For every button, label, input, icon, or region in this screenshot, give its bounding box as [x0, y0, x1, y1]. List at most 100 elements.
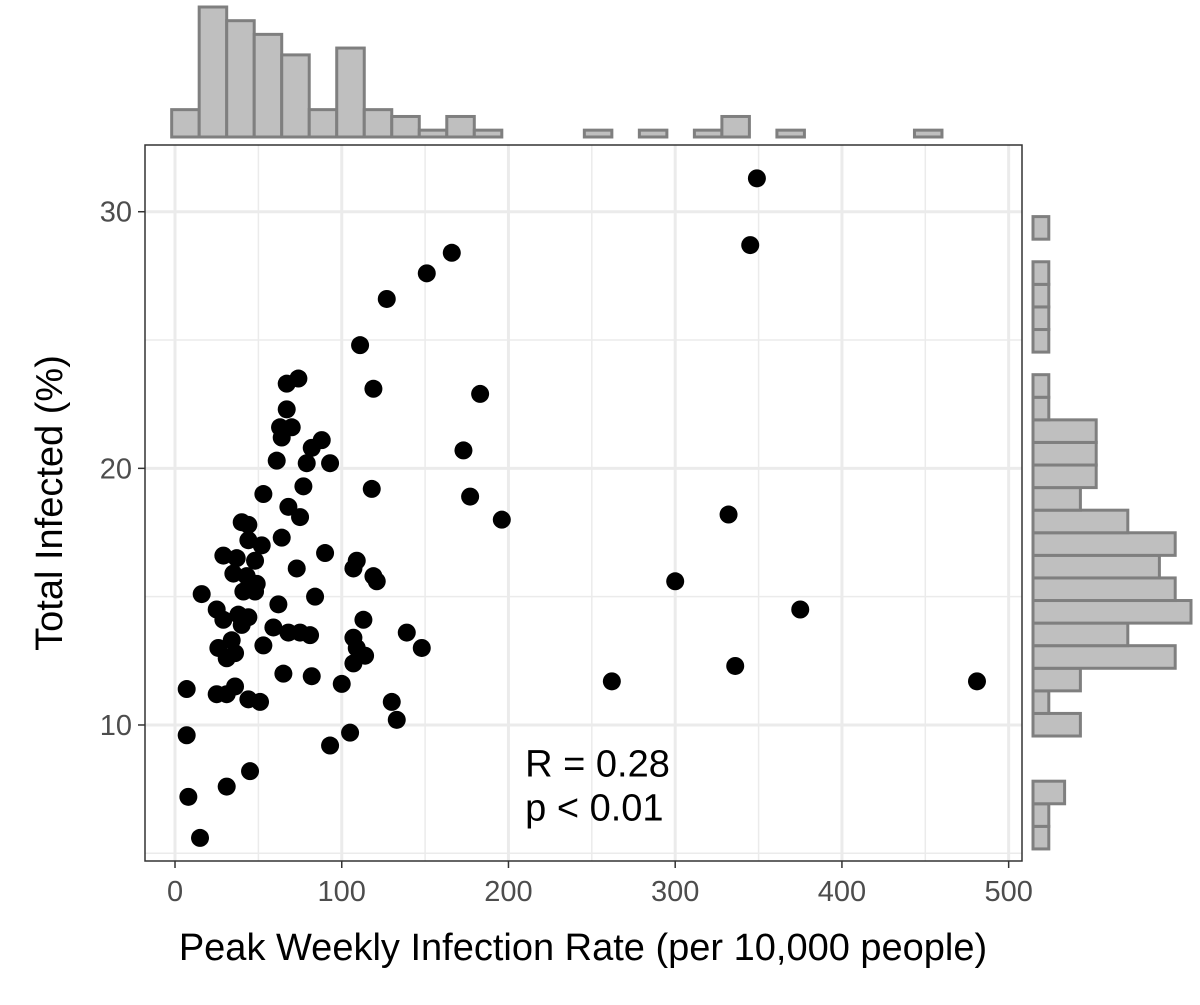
data-point	[321, 454, 340, 473]
right-marginal-histogram	[1031, 215, 1193, 851]
x-tick-label: 100	[318, 876, 366, 908]
data-point	[791, 600, 810, 619]
top-hist-bar	[720, 114, 751, 139]
data-point	[397, 623, 416, 642]
top-hist-bar	[417, 128, 449, 139]
top-hist-bar	[912, 128, 944, 139]
right-hist-bar	[1031, 463, 1098, 490]
top-hist-bar	[170, 108, 201, 139]
data-point	[214, 546, 233, 565]
data-point	[267, 451, 286, 470]
right-hist-bar	[1031, 802, 1051, 828]
data-point	[246, 582, 265, 601]
data-point	[719, 505, 738, 524]
top-hist-bar	[637, 128, 669, 139]
right-hist-bar	[1031, 644, 1177, 670]
data-point	[294, 477, 313, 496]
x-tick-label: 500	[984, 876, 1032, 908]
y-axis-title: Total Infected (%)	[29, 355, 71, 651]
data-point	[417, 264, 436, 283]
data-point	[246, 551, 265, 570]
data-point	[217, 685, 236, 704]
y-tick-label: 10	[100, 710, 132, 742]
top-hist-bar	[390, 114, 421, 139]
data-point	[666, 572, 685, 591]
correlation-annotation: R = 0.28p < 0.01	[525, 743, 670, 829]
right-hist-bar	[1031, 440, 1098, 467]
axis-ticks: 0 100 200 300 400 500 10 20 30	[100, 197, 1033, 908]
gridlines	[145, 145, 1022, 861]
data-point	[277, 374, 296, 393]
annotation-p-value: p < 0.01	[525, 787, 663, 829]
data-point	[341, 723, 360, 742]
top-hist-bar	[692, 128, 724, 139]
data-point	[362, 479, 381, 498]
data-point	[471, 384, 490, 403]
data-point	[232, 615, 251, 634]
right-hist-bar	[1031, 305, 1051, 332]
data-point	[177, 726, 196, 745]
top-hist-bar	[335, 46, 366, 139]
top-hist-bar	[307, 108, 339, 139]
data-point	[387, 710, 406, 729]
x-tick-label: 400	[818, 876, 866, 908]
data-point	[254, 485, 273, 504]
right-hist-bar	[1031, 599, 1193, 625]
data-point	[179, 787, 198, 806]
data-point	[302, 667, 321, 686]
data-point	[177, 680, 196, 699]
data-point	[241, 762, 260, 781]
data-point	[726, 656, 745, 675]
top-hist-bar	[225, 19, 256, 139]
data-point	[252, 536, 271, 555]
data-point	[297, 454, 316, 473]
data-point	[967, 672, 986, 691]
data-point	[214, 610, 233, 629]
data-point	[287, 559, 306, 578]
right-hist-bar	[1031, 260, 1051, 286]
data-point	[272, 428, 291, 447]
right-hist-bar	[1031, 373, 1051, 399]
plot-panel-border	[144, 144, 1023, 862]
data-point	[367, 572, 386, 591]
data-point	[217, 777, 236, 796]
data-point	[747, 169, 766, 188]
y-tick-label: 30	[100, 197, 132, 229]
right-hist-bar	[1031, 282, 1051, 309]
data-point	[454, 441, 473, 460]
data-point	[442, 243, 461, 262]
data-point	[354, 610, 373, 629]
annotation-r-value: R = 0.28	[525, 743, 670, 785]
data-point	[344, 559, 363, 578]
top-hist-bar	[197, 5, 229, 139]
y-tick-label: 20	[100, 453, 132, 485]
right-hist-bar	[1031, 486, 1082, 512]
right-hist-bar	[1031, 215, 1051, 241]
top-hist-bar	[362, 108, 394, 139]
data-point	[291, 508, 310, 527]
top-hist-bar	[775, 128, 806, 139]
data-point	[254, 636, 273, 655]
data-point	[279, 497, 298, 516]
right-hist-bar	[1031, 553, 1161, 580]
right-hist-bar	[1031, 508, 1130, 535]
right-hist-bar	[1031, 418, 1098, 444]
right-hist-bar	[1031, 666, 1082, 693]
data-point	[224, 564, 243, 583]
data-point	[332, 674, 351, 693]
data-point	[272, 528, 291, 547]
data-point	[269, 595, 288, 614]
right-hist-bar	[1031, 689, 1051, 715]
data-point	[306, 587, 325, 606]
data-point	[492, 510, 511, 529]
right-hist-bar	[1031, 531, 1177, 557]
top-hist-bar	[252, 32, 284, 139]
right-hist-bar	[1031, 779, 1067, 806]
data-point	[217, 649, 236, 668]
data-point	[274, 664, 293, 683]
data-point	[741, 236, 760, 255]
right-hist-bar	[1031, 824, 1051, 851]
top-hist-bar	[582, 128, 614, 139]
data-point	[382, 692, 401, 711]
